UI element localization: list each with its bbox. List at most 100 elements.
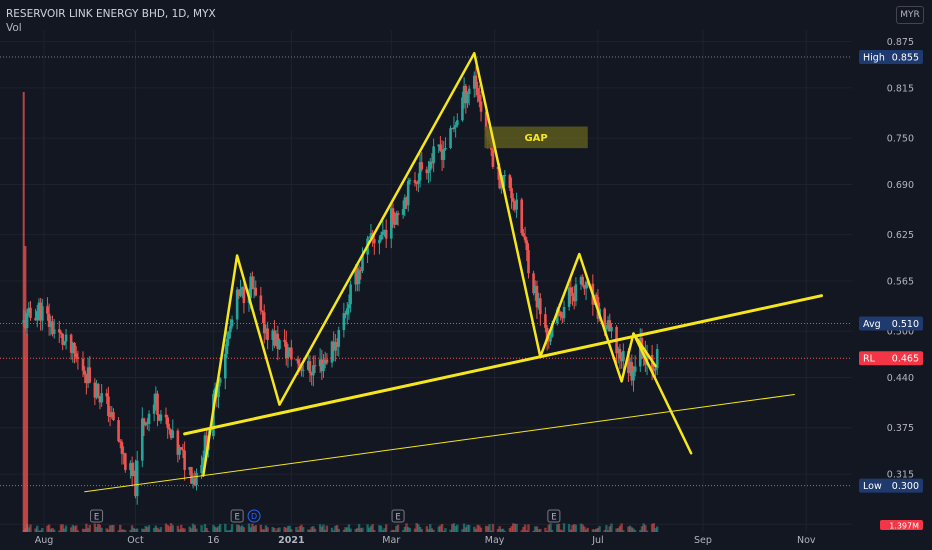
candle-body (83, 370, 86, 375)
volume-bar (557, 523, 561, 532)
currency-button[interactable]: MYR (896, 6, 924, 24)
zigzag-line[interactable] (202, 51, 657, 477)
candle-body (264, 328, 268, 334)
candle-body (337, 330, 341, 347)
candle-body (98, 396, 102, 403)
last-price-badge: RL 0.465 (859, 351, 923, 366)
candle-body (37, 302, 41, 312)
volume-bar (547, 524, 551, 532)
volume-indicator-label[interactable]: Vol (6, 22, 22, 34)
volume-bar (403, 526, 407, 532)
candle-body (74, 353, 78, 358)
candle-body (520, 199, 524, 234)
candle-body (157, 414, 161, 421)
volume-bar (476, 524, 479, 532)
x-tick-label: Aug (35, 535, 54, 546)
volume-bar (166, 524, 169, 532)
volume-bar (249, 527, 252, 532)
candle-body (154, 393, 158, 405)
candle-body (561, 316, 564, 319)
candle-body (95, 383, 98, 398)
candle-body (439, 144, 442, 151)
candle-body (159, 414, 163, 421)
volume-bar (640, 526, 644, 532)
volume-bar (34, 528, 37, 532)
volume-bar (418, 526, 422, 532)
candle-body (179, 447, 183, 450)
candle-body (581, 277, 584, 285)
volume-bar (134, 529, 137, 532)
volume-bar (225, 530, 229, 532)
candle-body (193, 478, 197, 485)
last-price-badge-label: RL (863, 354, 876, 365)
candle-body (100, 393, 103, 403)
volume-bar (108, 525, 112, 532)
earnings-event-marker[interactable]: E (391, 509, 405, 523)
candle-body (130, 463, 134, 476)
volume-bar (569, 529, 573, 532)
volume-bar (562, 523, 566, 532)
candle-body (616, 348, 620, 354)
dividend-event-marker[interactable]: D (247, 509, 261, 523)
volume-bar (474, 528, 478, 532)
candle-body (249, 276, 252, 298)
gap-zone[interactable]: GAP (484, 126, 588, 149)
volume-bar (39, 530, 42, 532)
volume-bar (439, 525, 442, 532)
candle-body (567, 287, 571, 307)
earnings-event-marker[interactable]: E (547, 509, 561, 523)
candle-body (295, 359, 298, 361)
candle-body (147, 413, 151, 424)
volume-bar (512, 523, 515, 532)
neckline-line[interactable] (183, 294, 823, 436)
earnings-marker-box (391, 509, 405, 523)
candle-body (117, 420, 120, 442)
candle-body (496, 166, 500, 170)
candle-body (449, 128, 452, 148)
avg-badge-value: 0.510 (892, 319, 919, 330)
volume-bar (617, 528, 620, 532)
candle-body (491, 149, 495, 167)
volume-bar (237, 524, 241, 532)
volume-bar (395, 525, 398, 532)
volume-bar (313, 528, 317, 532)
candle-body (484, 111, 488, 130)
volume-bar (534, 526, 537, 532)
volume-bar (95, 526, 98, 532)
volume-bar (650, 523, 654, 532)
volume-spike (24, 246, 27, 532)
candle-body (618, 348, 622, 359)
candle-body (218, 378, 222, 383)
volume-bar (652, 523, 656, 532)
earnings-event-marker[interactable]: E (90, 509, 104, 523)
volume-bar (396, 524, 400, 532)
candle-body (39, 302, 42, 321)
volume-bar (169, 523, 173, 532)
volume-bar (239, 526, 242, 532)
volume-bar (307, 529, 310, 532)
gap-zone-box[interactable] (484, 126, 588, 149)
volume-bar (154, 525, 158, 532)
earnings-event-marker[interactable]: E (230, 509, 244, 523)
candle-body (261, 310, 264, 313)
volume-bar (500, 528, 503, 532)
candle-body (169, 429, 173, 438)
x-tick-label: Jul (591, 535, 603, 546)
projection-line[interactable] (632, 332, 693, 455)
candle-body (467, 88, 471, 95)
candle-body (430, 161, 434, 164)
candle-body (379, 234, 383, 240)
candle-body (550, 323, 554, 337)
event-markers[interactable]: E E E ED (90, 509, 561, 523)
volume-bar (254, 525, 257, 532)
volume-bar (251, 523, 254, 532)
lower-trendline-line[interactable] (84, 394, 795, 493)
pattern-lines[interactable] (84, 51, 823, 493)
volume-bar (408, 528, 412, 532)
candle-body (41, 306, 44, 321)
candle-body (230, 319, 234, 327)
volume-bar (112, 524, 115, 532)
low-badge-label: Low (863, 481, 882, 492)
